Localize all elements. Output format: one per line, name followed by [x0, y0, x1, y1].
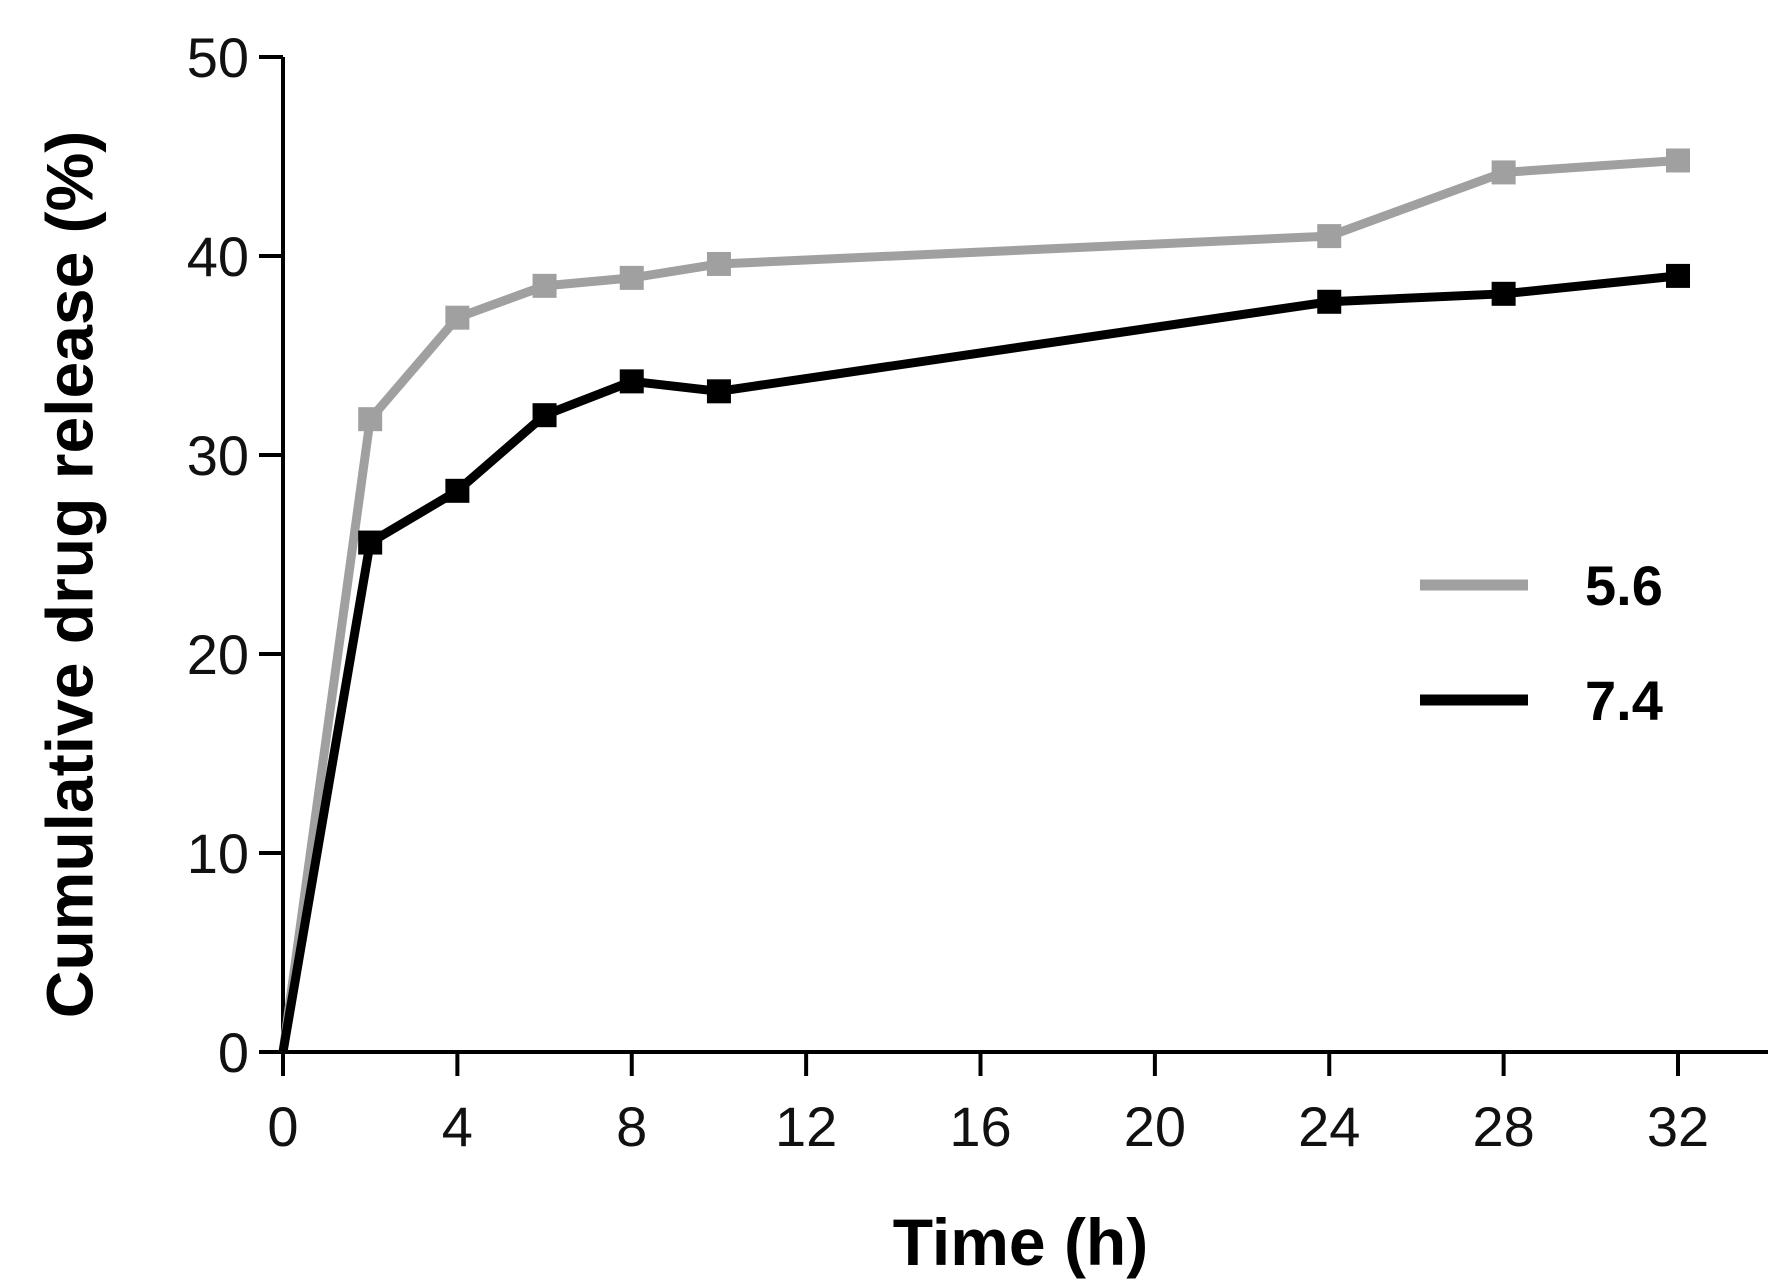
x-tick-label: 16	[949, 1095, 1011, 1158]
data-point-5.6	[1491, 160, 1516, 185]
data-point-5.6	[1666, 148, 1690, 173]
x-axis-title: Time (h)	[893, 1205, 1148, 1279]
y-tick-label: 40	[187, 225, 249, 288]
data-point-7.4	[358, 530, 383, 555]
x-tick-label: 8	[616, 1095, 647, 1158]
data-point-7.4	[706, 379, 731, 404]
legend-label-5.6: 5.6	[1585, 554, 1663, 617]
x-tick-label: 32	[1647, 1095, 1709, 1158]
data-point-5.6	[532, 273, 557, 298]
data-point-5.6	[358, 407, 383, 432]
data-point-5.6	[706, 251, 731, 276]
x-tick-label: 20	[1124, 1095, 1186, 1158]
x-tick-label: 0	[267, 1095, 298, 1158]
data-point-7.4	[1491, 281, 1516, 306]
y-tick-label: 20	[187, 623, 249, 686]
data-point-5.6	[619, 265, 644, 290]
legend-entry-7.4: 7.4	[1420, 669, 1663, 732]
data-point-7.4	[619, 369, 644, 394]
y-axis-title: Cumulative drug release (%)	[32, 131, 106, 1019]
legend-entry-5.6: 5.6	[1420, 554, 1663, 617]
x-tick-label: 4	[442, 1095, 473, 1158]
axes: 0 10 20 30 40 50 0 4 8 12 16 20 24 28 32	[187, 26, 1768, 1158]
y-tick-label: 50	[187, 26, 249, 89]
data-point-7.4	[445, 478, 470, 503]
y-tick-label: 0	[218, 1021, 249, 1084]
x-tick-label: 24	[1298, 1095, 1360, 1158]
y-tick-label: 30	[187, 424, 249, 487]
data-point-5.6	[445, 305, 470, 330]
series-layer	[278, 148, 1690, 1053]
x-tick-label: 12	[775, 1095, 837, 1158]
data-point-5.6	[1317, 224, 1342, 249]
data-point-7.4	[532, 403, 557, 428]
series-line-7.4	[278, 271, 1679, 1053]
data-point-7.4	[1317, 289, 1342, 314]
series-7.4	[278, 263, 1690, 1053]
x-tick-label: 28	[1472, 1095, 1534, 1158]
y-tick-label: 10	[187, 822, 249, 885]
series-5.6	[278, 148, 1690, 1053]
data-point-7.4	[1666, 263, 1690, 288]
legend-label-7.4: 7.4	[1585, 669, 1663, 732]
legend: 5.6 7.4	[1420, 554, 1663, 732]
